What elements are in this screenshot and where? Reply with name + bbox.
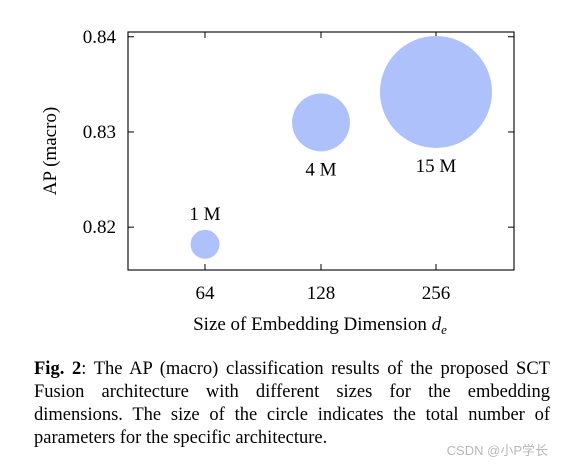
- plot-area: 0.82 0.83 0.84 64 128 256 1 M 4 M 15 M: [83, 27, 515, 304]
- y-axis-label: AP (macro): [40, 107, 61, 195]
- y-tick-label: 0.84: [83, 27, 117, 48]
- data-bubble: [380, 35, 492, 148]
- y-tick-label: 0.83: [83, 122, 116, 143]
- x-tick-label: 256: [422, 283, 451, 304]
- bubble-chart: 0.82 0.83 0.84 64 128 256 1 M 4 M 15 M AP (macro…: [40, 27, 515, 337]
- bubble-label: 1 M: [189, 204, 220, 225]
- bubble-label: 4 M: [305, 159, 336, 180]
- x-axis-label-symbol: d: [432, 314, 442, 335]
- bubble-label: 15 M: [416, 156, 457, 177]
- x-axis-label: Size of Embedding Dimension de: [193, 314, 447, 337]
- x-axis-label-text: Size of Embedding Dimension: [193, 314, 427, 335]
- watermark: CSDN @小P学长: [446, 443, 548, 458]
- x-tick-label: 64: [196, 283, 216, 304]
- figure-number: Fig. 2: [34, 359, 82, 379]
- x-axis-label-subscript: e: [441, 322, 447, 337]
- data-bubble: [190, 229, 220, 259]
- caption-text: : The AP (macro) classification results …: [34, 359, 550, 448]
- figure-caption: Fig. 2: The AP (macro) classification re…: [34, 358, 550, 450]
- data-bubble: [292, 93, 350, 152]
- y-tick-label: 0.82: [83, 217, 116, 238]
- x-tick-label: 128: [307, 283, 336, 304]
